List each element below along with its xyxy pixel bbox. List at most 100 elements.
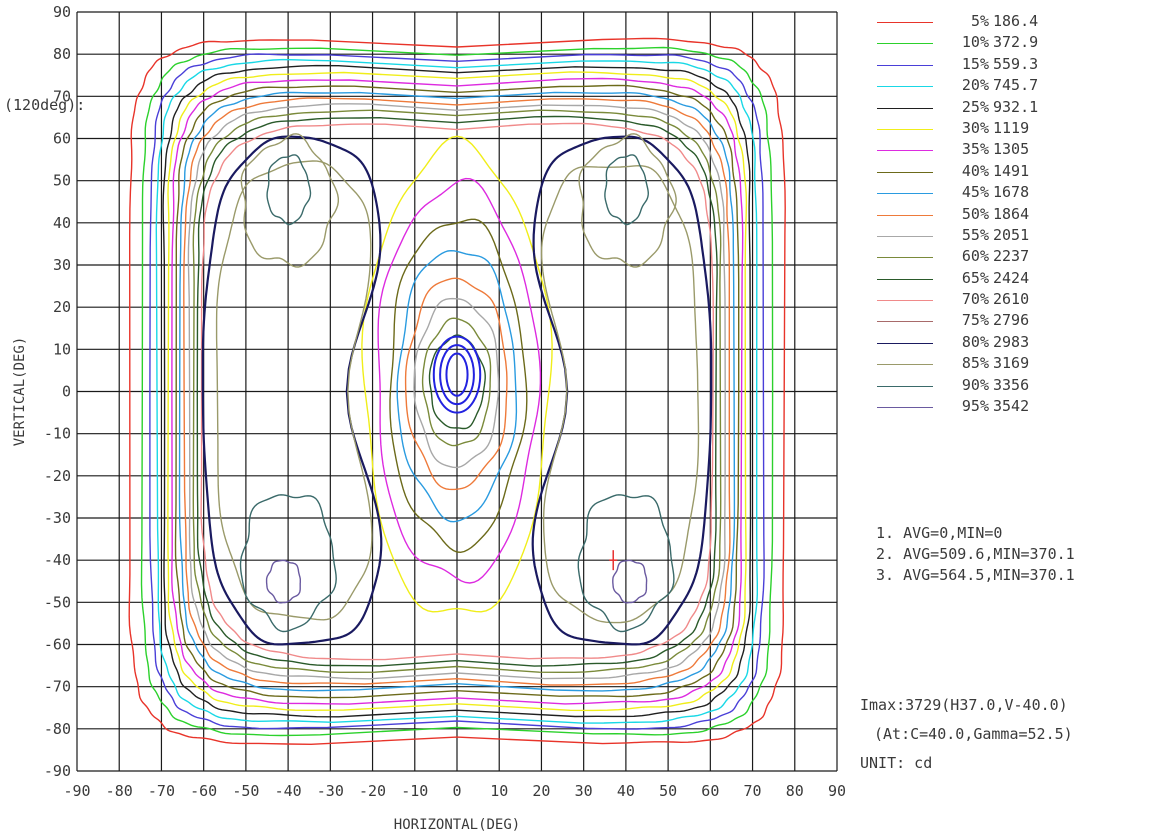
y-tick-label: 80	[53, 45, 71, 63]
legend-swatch	[877, 321, 933, 323]
y-tick-label: 90	[53, 3, 71, 21]
legend-percent: 10%	[961, 33, 989, 52]
legend-swatch	[877, 342, 933, 344]
x-tick-label: 90	[828, 782, 846, 800]
legend-value: 2796	[993, 311, 1030, 330]
contour-70pct	[200, 122, 715, 661]
y-axis-title: VERTICAL(DEG)	[12, 337, 28, 447]
contour-5pct	[128, 37, 786, 746]
legend-percent: 45%	[961, 183, 989, 202]
y-tick-label: 50	[53, 172, 71, 190]
y-tick-label: 60	[53, 130, 71, 148]
contour-85pct-lobe	[540, 164, 700, 624]
x-tick-label: -10	[401, 782, 428, 800]
x-tick-label: 60	[701, 782, 719, 800]
legend-swatch	[877, 150, 933, 152]
legend-value: 3542	[993, 397, 1030, 416]
contour-85pct-lobe	[215, 160, 373, 621]
stat-row: 2. AVG=509.6,MIN=370.1	[876, 545, 1075, 563]
contour-95pct-spot	[612, 559, 648, 604]
x-tick-label: 70	[744, 782, 762, 800]
legend-value: 932.1	[993, 97, 1039, 116]
legend-swatch	[877, 171, 933, 173]
side-label: (120deg):	[4, 96, 86, 114]
legend-value: 1678	[993, 183, 1030, 202]
legend-value: 1491	[993, 161, 1030, 180]
contour-30pct	[167, 71, 748, 712]
unit-text: UNIT: cd	[860, 754, 933, 772]
legend-value: 559.3	[993, 54, 1039, 73]
contour-85pct-spot	[240, 133, 339, 268]
contour-80pct-lobe	[531, 135, 713, 646]
y-tick-label: 40	[53, 214, 71, 232]
legend-percent: 65%	[961, 268, 989, 287]
legend-swatch	[877, 193, 933, 195]
legend-percent: 50%	[961, 204, 989, 223]
contour-10pct	[140, 46, 774, 737]
x-axis-title: HORIZONTAL(DEG)	[394, 817, 520, 833]
x-tick-label: 50	[659, 782, 677, 800]
contour-center	[361, 135, 553, 613]
contour-center	[389, 218, 528, 554]
legend-percent: 70%	[961, 290, 989, 309]
legend-value: 1864	[993, 204, 1030, 223]
legend-percent: 85%	[961, 354, 989, 373]
legend-swatch	[877, 300, 933, 302]
y-tick-label: -10	[44, 425, 71, 443]
y-tick-label: 70	[53, 87, 71, 105]
contour-90pct-spot	[239, 494, 337, 633]
x-tick-label: 20	[532, 782, 550, 800]
y-tick-label: -60	[44, 636, 71, 654]
contour-35pct	[171, 77, 744, 705]
y-tick-label: -50	[44, 593, 71, 611]
peak-ring	[439, 344, 475, 406]
contour-95pct-spot	[265, 559, 301, 604]
legend-swatch	[877, 128, 933, 130]
legend-value: 3169	[993, 354, 1030, 373]
x-tick-label: -70	[148, 782, 175, 800]
legend-swatch	[877, 235, 933, 237]
contour-center	[404, 277, 508, 491]
legend-percent: 25%	[961, 97, 989, 116]
legend-value: 2983	[993, 332, 1030, 351]
legend-swatch	[877, 385, 933, 387]
contour-40pct	[174, 84, 740, 699]
stat-row: 1. AVG=0,MIN=0	[876, 524, 1003, 542]
legend-percent: 15%	[961, 54, 989, 73]
contour-25pct	[162, 64, 752, 718]
contour-65pct	[196, 115, 718, 667]
contour-center	[413, 297, 500, 469]
x-tick-label: -80	[106, 782, 133, 800]
legend-value: 3356	[993, 375, 1030, 394]
contour-60pct	[192, 109, 722, 673]
y-tick-label: -70	[44, 678, 71, 696]
contour-45pct	[178, 91, 736, 692]
legend-percent: 75%	[961, 311, 989, 330]
y-tick-label: 20	[53, 298, 71, 316]
legend-percent: 80%	[961, 332, 989, 351]
legend-swatch	[877, 278, 933, 280]
legend-swatch	[877, 86, 933, 88]
legend-percent: 95%	[961, 397, 989, 416]
contour-center	[396, 249, 518, 523]
contour-15pct	[149, 53, 765, 730]
imax-at-text: (At:C=40.0,Gamma=52.5)	[874, 725, 1073, 743]
stat-row: 3. AVG=564.5,MIN=370.1	[876, 566, 1075, 584]
y-tick-label: -40	[44, 551, 71, 569]
y-tick-label: 10	[53, 340, 71, 358]
legend-value: 2237	[993, 247, 1030, 266]
x-tick-label: 80	[786, 782, 804, 800]
contour-55pct	[187, 103, 726, 680]
legend-percent: 5%	[970, 12, 989, 30]
legend-swatch	[877, 22, 933, 23]
stats-list: 1. AVG=0,MIN=0 2. AVG=509.6,MIN=370.1 3.…	[876, 524, 1075, 587]
legend-swatch	[877, 64, 933, 66]
x-tick-label: -20	[359, 782, 386, 800]
y-tick-label: -30	[44, 509, 71, 527]
x-tick-label: 40	[617, 782, 635, 800]
x-tick-label: 10	[490, 782, 508, 800]
contour-90pct-spot	[604, 154, 650, 226]
contour-90pct-spot	[266, 154, 312, 226]
x-tick-label: -60	[190, 782, 217, 800]
legend-swatch	[877, 43, 933, 45]
